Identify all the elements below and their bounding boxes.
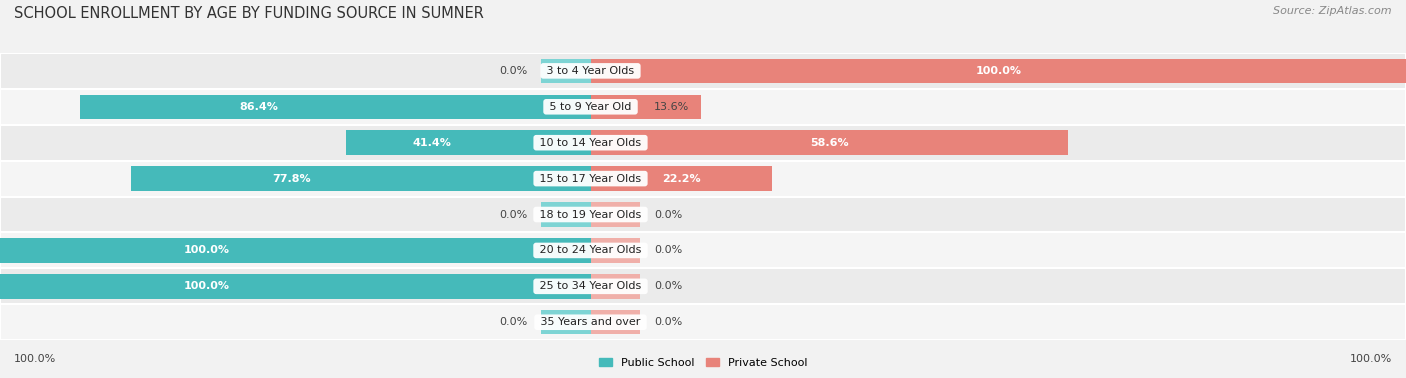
Text: 20 to 24 Year Olds: 20 to 24 Year Olds xyxy=(536,245,645,256)
Text: 0.0%: 0.0% xyxy=(499,317,527,327)
Text: 18 to 19 Year Olds: 18 to 19 Year Olds xyxy=(536,209,645,220)
Bar xyxy=(346,130,591,155)
Text: 0.0%: 0.0% xyxy=(499,66,527,76)
Bar xyxy=(591,59,640,83)
Bar xyxy=(591,166,772,191)
Bar xyxy=(0,304,1406,340)
Bar xyxy=(0,197,1406,232)
Text: 10 to 14 Year Olds: 10 to 14 Year Olds xyxy=(536,138,645,148)
Text: SCHOOL ENROLLMENT BY AGE BY FUNDING SOURCE IN SUMNER: SCHOOL ENROLLMENT BY AGE BY FUNDING SOUR… xyxy=(14,6,484,21)
Text: 5 to 9 Year Old: 5 to 9 Year Old xyxy=(546,102,636,112)
Bar xyxy=(0,238,591,263)
Bar xyxy=(591,274,640,299)
Text: 13.6%: 13.6% xyxy=(654,102,689,112)
Text: Source: ZipAtlas.com: Source: ZipAtlas.com xyxy=(1274,6,1392,15)
Text: 0.0%: 0.0% xyxy=(499,209,527,220)
Bar xyxy=(0,89,1406,125)
Bar xyxy=(80,94,591,119)
Text: 100.0%: 100.0% xyxy=(184,281,229,291)
Text: 86.4%: 86.4% xyxy=(239,102,278,112)
Bar xyxy=(591,94,702,119)
Bar xyxy=(0,268,1406,304)
Text: 15 to 17 Year Olds: 15 to 17 Year Olds xyxy=(536,174,645,184)
Bar xyxy=(591,130,640,155)
Bar xyxy=(0,232,1406,268)
Bar xyxy=(541,238,591,263)
Text: 58.6%: 58.6% xyxy=(810,138,849,148)
Bar xyxy=(541,310,591,335)
Text: 77.8%: 77.8% xyxy=(273,174,311,184)
Legend: Public School, Private School: Public School, Private School xyxy=(595,353,811,372)
Text: 0.0%: 0.0% xyxy=(654,317,682,327)
Bar xyxy=(591,59,1406,83)
Bar xyxy=(541,130,591,155)
Bar xyxy=(541,202,591,227)
Bar xyxy=(591,130,1069,155)
Text: 25 to 34 Year Olds: 25 to 34 Year Olds xyxy=(536,281,645,291)
Text: 35 Years and over: 35 Years and over xyxy=(537,317,644,327)
Text: 0.0%: 0.0% xyxy=(654,281,682,291)
Bar xyxy=(591,94,640,119)
Bar xyxy=(541,94,591,119)
Bar xyxy=(541,274,591,299)
Text: 100.0%: 100.0% xyxy=(184,245,229,256)
Bar xyxy=(591,202,640,227)
Text: 100.0%: 100.0% xyxy=(1350,354,1392,364)
Bar xyxy=(541,166,591,191)
Bar xyxy=(0,274,591,299)
Bar xyxy=(591,238,640,263)
Bar xyxy=(541,59,591,83)
Bar xyxy=(131,166,591,191)
Bar xyxy=(591,166,640,191)
Text: 41.4%: 41.4% xyxy=(412,138,451,148)
Bar xyxy=(0,125,1406,161)
Text: 0.0%: 0.0% xyxy=(654,245,682,256)
Text: 22.2%: 22.2% xyxy=(662,174,700,184)
Text: 100.0%: 100.0% xyxy=(14,354,56,364)
Text: 3 to 4 Year Olds: 3 to 4 Year Olds xyxy=(543,66,638,76)
Text: 100.0%: 100.0% xyxy=(976,66,1021,76)
Bar xyxy=(591,310,640,335)
Text: 0.0%: 0.0% xyxy=(654,209,682,220)
Bar xyxy=(0,161,1406,197)
Bar xyxy=(0,53,1406,89)
